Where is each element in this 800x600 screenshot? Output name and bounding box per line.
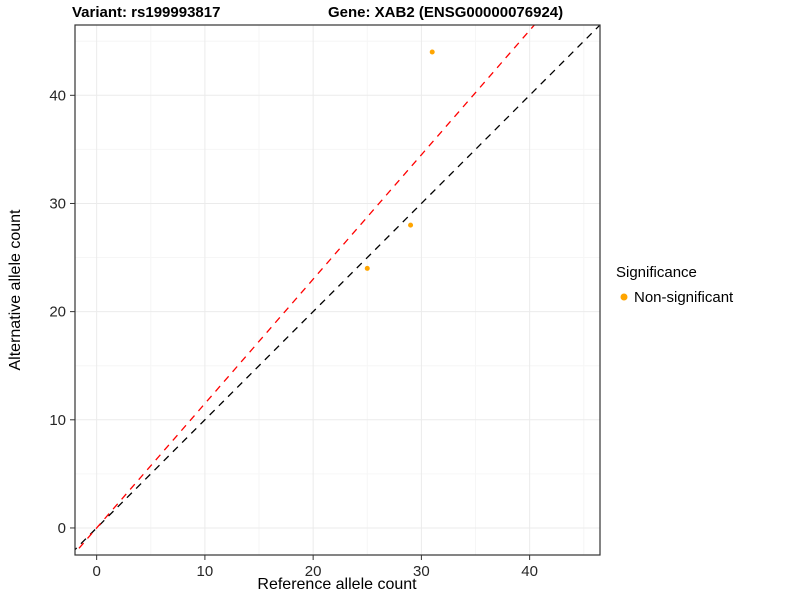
y-tick-label: 30: [49, 195, 66, 212]
y-tick-label: 20: [49, 304, 66, 321]
axis-ticks: 0 10 20 30 40 0 10 20 30 40: [49, 87, 538, 580]
y-tick-label: 0: [58, 520, 66, 537]
legend: Significance Non-significant: [616, 264, 734, 306]
x-tick-label: 30: [413, 563, 430, 580]
y-tick-label: 10: [49, 412, 66, 429]
panel-border: [74, 24, 601, 556]
data-point: [364, 265, 370, 271]
y-tick-label: 40: [49, 87, 66, 104]
expected-ratio-line: [75, 25, 536, 554]
x-tick-label: 40: [521, 563, 538, 580]
gridlines: [75, 25, 600, 555]
y-axis-title: Alternative allele count: [7, 209, 24, 371]
x-tick-label: 20: [305, 563, 322, 580]
x-tick-label: 0: [92, 563, 100, 580]
data-point: [429, 49, 435, 55]
variant-title: Variant: rs199993817: [72, 4, 220, 21]
gene-title: Gene: XAB2 (ENSG00000076924): [328, 4, 563, 21]
legend-entry-label: Non-significant: [634, 289, 734, 306]
legend-point-icon: [620, 293, 628, 301]
reference-lines: [75, 25, 600, 554]
legend-title: Significance: [616, 264, 697, 281]
identity-line: [75, 25, 600, 551]
x-axis-title: Reference allele count: [257, 576, 417, 593]
data-points: [364, 49, 435, 271]
data-point: [408, 222, 414, 228]
x-tick-label: 10: [197, 563, 214, 580]
panel-border-layer: [74, 24, 601, 556]
